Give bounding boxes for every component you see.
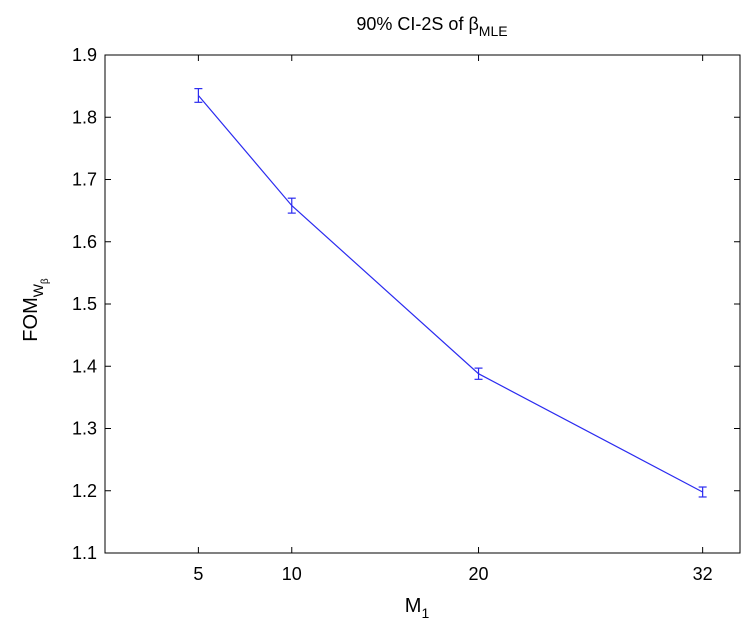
x-axis-label: M1 [405, 595, 430, 621]
y-axis-label: FOMWβ [20, 278, 51, 342]
y-tick-label: 1.6 [72, 232, 97, 252]
y-tick-label: 1.7 [72, 170, 97, 190]
y-tick-label: 1.1 [72, 543, 97, 563]
error-bar [698, 486, 707, 498]
y-axis-ticks: 1.1 1.2 1.3 1.4 1.5 1.6 1.7 1.8 1.9 [72, 45, 740, 563]
error-bar [194, 88, 203, 103]
x-tick-label: 32 [693, 564, 713, 584]
y-axis-label-subsubscript: β [40, 278, 51, 284]
y-axis-label-subscript: W [30, 283, 46, 297]
error-bar [287, 197, 296, 214]
y-tick-label: 1.3 [72, 419, 97, 439]
series-line [197, 95, 703, 493]
y-axis-label-main: FOM [20, 297, 42, 341]
chart-title-main: 90% CI-2S of β [356, 14, 478, 34]
x-axis-label-main: M [405, 595, 422, 617]
series-layer [194, 88, 707, 498]
y-tick-label: 1.2 [72, 481, 97, 501]
y-tick-label: 1.9 [72, 45, 97, 65]
x-tick-label: 10 [282, 564, 302, 584]
error-bar [474, 367, 483, 380]
y-tick-label: 1.4 [72, 356, 97, 376]
chart-title: 90% CI-2S of βMLE [356, 14, 507, 39]
x-tick-label: 20 [469, 564, 489, 584]
x-axis-label-subscript: 1 [421, 605, 429, 621]
y-tick-label: 1.5 [72, 294, 97, 314]
chart-title-subscript: MLE [479, 23, 508, 39]
x-axis-ticks: 5 10 20 32 [193, 55, 713, 584]
y-tick-label: 1.8 [72, 107, 97, 127]
x-tick-label: 5 [193, 564, 203, 584]
plot-area-frame [104, 54, 741, 554]
